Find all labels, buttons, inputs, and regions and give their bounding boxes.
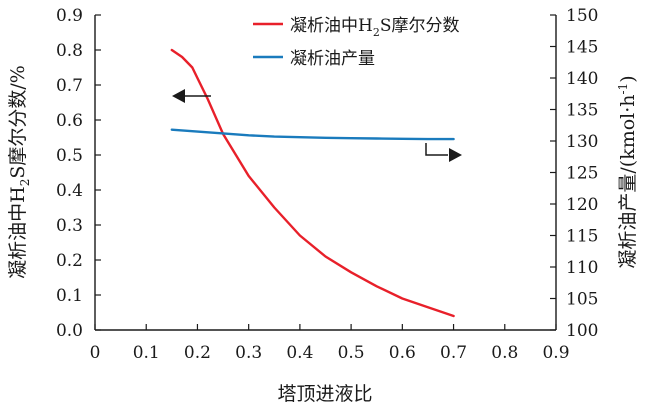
x-tick-label: 0.7 [440,343,467,363]
y-left-tick-label: 0.8 [56,41,83,61]
y-left-tick-label: 0.3 [56,216,83,236]
y-right-tick-label: 115 [566,227,598,247]
legend: 凝析油中H2S摩尔分数 凝析油产量 [253,16,459,69]
series-layer [170,48,455,318]
y-left-tick-label: 0.0 [56,321,83,341]
y-right-tick-label: 145 [566,38,598,58]
axis-arrow-left [172,89,211,103]
y-axis-right-label: 凝析油产量/(kmol·h-1) [616,75,639,268]
x-tick-label: 0.2 [184,343,211,363]
y-right-tick-label: 150 [566,6,598,26]
x-tick-label: 0 [90,343,101,363]
y-right-tick-label: 105 [566,290,598,310]
y-right-tick-label: 140 [566,69,598,89]
y-left-tick-label: 0.9 [56,6,83,26]
x-tick-label: 0.3 [235,343,262,363]
x-axis-label: 塔顶进液比 [277,383,372,405]
y-left-tick-label: 0.7 [56,76,83,96]
x-tick-label: 0.4 [286,343,313,363]
x-axis-ticks: 0 0.1 0.2 0.3 0.4 0.5 0.6 0.7 0.8 0.9 [90,324,570,363]
arrow-left-icon [172,89,185,103]
y-left-tick-label: 0.4 [56,181,83,201]
y-right-tick-label: 125 [566,164,598,184]
y-axis-right-ticks: 100 105 110 115 120 125 130 135 140 145 150 [550,6,598,341]
y-right-tick-label: 130 [566,132,598,152]
y-right-tick-label: 135 [566,101,598,121]
x-tick-label: 0.8 [491,343,518,363]
y-left-tick-label: 0.1 [56,286,83,306]
x-tick-label: 0.5 [338,343,365,363]
series-line-0 [170,48,455,318]
arrow-right-icon [449,148,462,162]
y-right-tick-label: 110 [566,258,598,278]
axis-arrow-right [425,143,462,162]
y-axis-left-ticks: 0.0 0.1 0.2 0.3 0.4 0.5 0.6 0.7 0.8 0.9 [56,6,101,341]
y-right-tick-label: 100 [566,321,598,341]
x-tick-label: 0.6 [389,343,416,363]
y-axis-left-label: 凝析油中H2S摩尔分数/% [7,65,32,279]
y-left-tick-label: 0.6 [56,111,83,131]
y-left-tick-label: 0.2 [56,251,83,271]
y-left-tick-label: 0.5 [56,146,83,166]
series-line-1 [170,128,455,141]
y-right-tick-label: 120 [566,195,598,215]
legend-label-output: 凝析油产量 [290,49,375,69]
x-tick-label: 0.9 [542,343,569,363]
legend-label-h2s: 凝析油中H2S摩尔分数 [290,16,459,39]
x-tick-label: 0.1 [133,343,160,363]
